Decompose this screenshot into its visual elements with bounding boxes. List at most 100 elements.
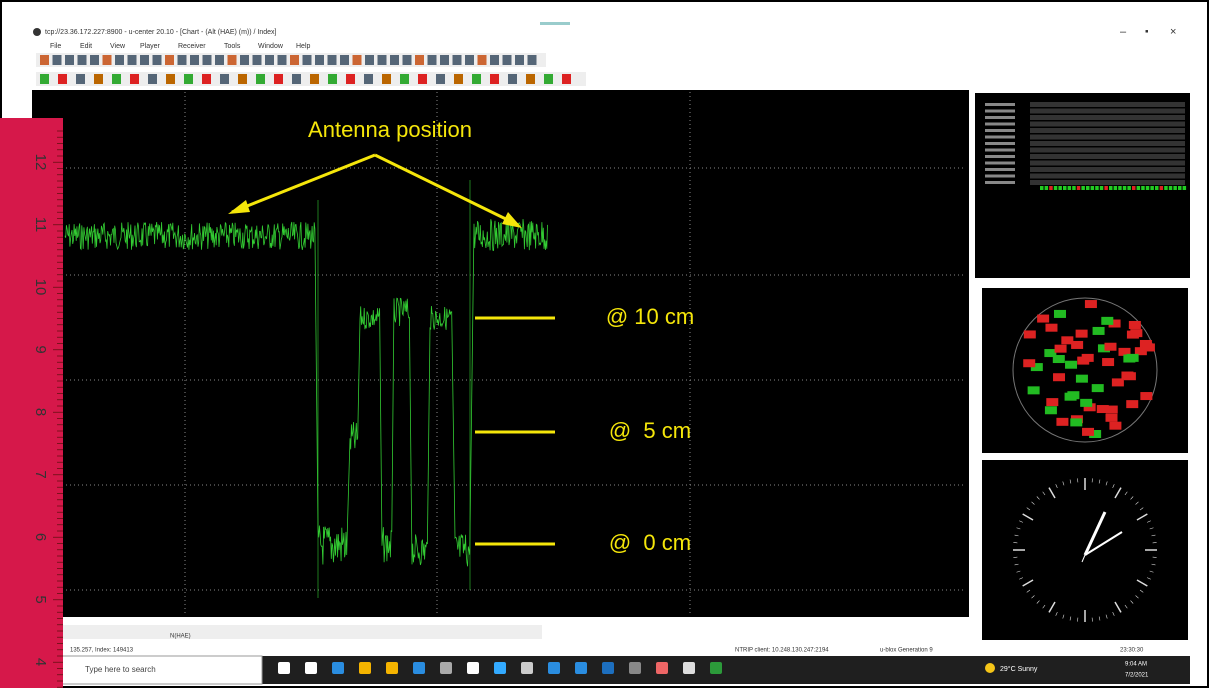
sky-horizon <box>1012 297 1158 443</box>
satellite <box>1045 323 1058 332</box>
data-label <box>985 116 1015 119</box>
dial-tick <box>1130 600 1134 604</box>
satellite <box>1027 386 1040 395</box>
data-label <box>985 161 1015 165</box>
dial-tick <box>1016 570 1021 573</box>
menu-item[interactable]: Player <box>140 43 161 50</box>
sat-bar <box>1118 186 1122 190</box>
satellite <box>1126 400 1139 409</box>
tool-icon <box>252 55 262 65</box>
search-text: Type here to search <box>85 665 156 674</box>
task-icon <box>440 662 452 674</box>
hour-hand <box>1083 511 1107 556</box>
menu-item[interactable]: Receiver <box>178 43 206 50</box>
satellite <box>1044 406 1057 415</box>
task-icon <box>494 662 506 674</box>
sat-bar <box>1178 186 1182 190</box>
ruler-ticks: 12 11 10 9 8 7 6 5 4 <box>32 130 63 688</box>
task-icon <box>278 662 290 674</box>
clock-dial <box>1013 478 1157 622</box>
tool-icon <box>415 55 424 65</box>
data-row <box>1030 160 1185 166</box>
tool-icon <box>327 55 337 65</box>
sat-bar <box>1040 186 1044 190</box>
menu-item[interactable]: File <box>50 43 61 50</box>
tool-icon <box>382 74 391 84</box>
data-label <box>985 174 1015 178</box>
ruler-label: 10 <box>32 279 49 296</box>
menu-item[interactable]: Edit <box>80 43 92 50</box>
tool-icon <box>90 55 99 65</box>
status-ntrip: NTRIP client: 10.248.130.247:2194 <box>735 648 829 654</box>
task-icon <box>467 662 479 674</box>
tool-icon <box>40 55 49 65</box>
dial-tick <box>1130 496 1134 500</box>
maximize[interactable]: ▪ <box>1145 27 1149 38</box>
data-label <box>985 103 1015 106</box>
dial-tick <box>1036 496 1040 500</box>
tool-icon <box>220 74 229 84</box>
task-icon <box>332 662 344 674</box>
task-icon <box>710 662 722 674</box>
taskbar-icons <box>278 662 722 674</box>
sat-bar <box>1164 186 1168 190</box>
annotation-arrows: @ 10 cm @ 5 cm @ 0 cm <box>228 153 694 555</box>
satellite <box>1037 314 1050 323</box>
satellite <box>1142 343 1155 352</box>
sat-bar <box>1058 186 1062 190</box>
data-label <box>985 135 1015 139</box>
tool-icon <box>465 55 474 65</box>
tool-icon <box>508 74 517 84</box>
tool-icon <box>364 74 373 84</box>
sat-bar <box>1145 186 1150 190</box>
menu-item[interactable]: View <box>110 43 126 50</box>
data-row <box>1030 154 1185 159</box>
dial-tick <box>1069 479 1072 484</box>
dial-tick <box>1112 611 1115 616</box>
satellite <box>1053 309 1066 318</box>
menu-item[interactable]: Help <box>296 43 311 50</box>
sat-bar <box>1113 186 1118 190</box>
tool-icon <box>256 74 265 84</box>
tool-icon <box>238 74 247 84</box>
tool-icon <box>240 55 249 65</box>
satellite <box>1054 344 1067 353</box>
satellite <box>1097 344 1110 353</box>
task-icon <box>656 662 668 674</box>
dial-tick <box>1055 484 1058 489</box>
tool-icon <box>58 74 67 84</box>
satellite <box>1130 329 1143 338</box>
weather-icon <box>985 663 995 673</box>
tool-icon <box>365 55 374 65</box>
data-row <box>1030 108 1185 114</box>
data-row <box>1030 180 1185 185</box>
minimize[interactable]: – <box>1120 26 1127 38</box>
level-label: @ 10 cm <box>606 304 694 329</box>
axis-select[interactable]: N(HAE) <box>170 634 191 640</box>
dial-tick <box>1062 481 1065 486</box>
satellite <box>1089 430 1102 439</box>
search-box[interactable] <box>61 655 263 685</box>
dial-tick <box>1135 501 1139 505</box>
sat-bar <box>1044 186 1049 190</box>
dial-tick <box>1114 601 1122 613</box>
satellite <box>1108 319 1121 328</box>
menu-item[interactable]: Tools <box>224 43 241 50</box>
task-icon <box>521 662 533 674</box>
tool-icon <box>127 55 137 65</box>
satellite <box>1123 372 1136 381</box>
task-icon <box>602 662 614 674</box>
satellite <box>1046 398 1059 407</box>
sat-bar <box>1132 186 1136 190</box>
sat-bar <box>1104 186 1108 190</box>
toolbar-icons <box>40 55 571 84</box>
menu-item[interactable]: Window <box>258 43 284 50</box>
status-receiver: u-blox Generation 9 <box>880 648 933 654</box>
annotation-antenna: Antenna position <box>308 117 472 142</box>
data-label <box>985 122 1015 126</box>
close[interactable]: × <box>1170 26 1176 38</box>
dial-tick <box>1019 577 1024 580</box>
task-icon <box>305 662 317 674</box>
tool-icon <box>265 55 274 65</box>
satellite <box>1075 329 1088 338</box>
